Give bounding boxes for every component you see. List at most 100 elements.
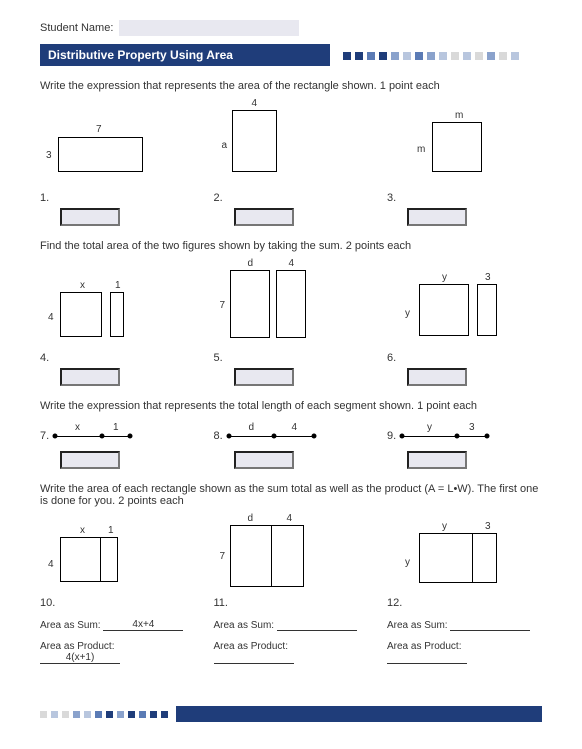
sum-label: Area as Sum: [40, 620, 101, 631]
section3-text: Write the expression that represents the… [40, 400, 542, 412]
dot-icon [53, 434, 58, 439]
q11-num: 11. [214, 597, 369, 609]
q1-rect [58, 137, 143, 172]
section3-row: 7. x 1 8. d 4 9. [40, 422, 542, 469]
q9-l1: y [427, 422, 432, 433]
q2-rect [232, 110, 277, 172]
q6-cell: y 3 y 6. [387, 262, 542, 386]
q4-top1: x [80, 280, 85, 291]
q5-top2: 4 [289, 258, 295, 269]
q7-l2: 1 [113, 422, 119, 433]
q2-cell: 4 a 2. [214, 102, 369, 226]
q11-rect [230, 525, 304, 587]
q10-rect [60, 537, 118, 582]
dot-icon [100, 434, 105, 439]
q4-rect2 [110, 292, 124, 337]
sum-label: Area as Sum: [387, 620, 448, 631]
q5-top1: d [248, 258, 254, 269]
prod-label: Area as Product: [214, 641, 288, 652]
q11-top1: d [248, 513, 254, 524]
q10-left: 4 [48, 559, 54, 570]
q5-answer[interactable] [234, 368, 294, 386]
q6-answer[interactable] [407, 368, 467, 386]
q10-top1: x [80, 525, 85, 536]
dot-icon [455, 434, 460, 439]
q4-left: 4 [48, 312, 54, 323]
title-bar: Distributive Property Using Area [40, 44, 330, 66]
q8-answer[interactable] [234, 451, 294, 469]
q6-rect2 [477, 284, 497, 336]
q9-line [402, 436, 487, 437]
sum-label: Area as Sum: [214, 620, 275, 631]
q10-cell: x 1 4 10. Area as Sum: 4x+4 Area as Prod… [40, 517, 195, 664]
q5-left: 7 [220, 300, 226, 311]
prod-label: Area as Product: [40, 641, 114, 652]
dot-icon [226, 434, 231, 439]
q11-sum[interactable] [277, 619, 357, 631]
q4-answer[interactable] [60, 368, 120, 386]
q12-num: 12. [387, 597, 542, 609]
q7-cell: 7. x 1 [40, 422, 195, 469]
q8-cell: 8. d 4 [214, 422, 369, 469]
q12-prod[interactable] [387, 652, 467, 664]
student-name-input[interactable] [119, 20, 299, 36]
q2-answer[interactable] [234, 208, 294, 226]
q8-l1: d [249, 422, 255, 433]
q8-l2: 4 [292, 422, 298, 433]
q9-answer[interactable] [407, 451, 467, 469]
q4-rect1 [60, 292, 102, 337]
q4-cell: x 1 4 4. [40, 262, 195, 386]
q4-top2: 1 [115, 280, 121, 291]
q3-num: 3. [387, 192, 542, 204]
dot-icon [485, 434, 490, 439]
q6-num: 6. [387, 352, 542, 364]
q10-sum: 4x+4 [103, 619, 183, 631]
q12-rect [419, 533, 497, 583]
q10-num: 10. [40, 597, 195, 609]
prod-label: Area as Product: [387, 641, 461, 652]
q7-line [55, 436, 130, 437]
q1-answer[interactable] [60, 208, 120, 226]
q7-num: 7. [40, 430, 49, 442]
q12-left: y [405, 557, 410, 568]
q10-top2: 1 [108, 525, 114, 536]
q11-divider [271, 525, 272, 587]
q5-rect1 [230, 270, 270, 338]
q1-cell: 7 3 1. [40, 102, 195, 226]
q12-divider [472, 533, 473, 583]
q3-answer[interactable] [407, 208, 467, 226]
deco-squares-footer [40, 711, 168, 718]
section2-row: x 1 4 4. d 4 7 5. y 3 y [40, 262, 542, 386]
q5-rect2 [276, 270, 306, 338]
section4-text: Write the area of each rectangle shown a… [40, 483, 542, 507]
q4-num: 4. [40, 352, 195, 364]
q11-prod[interactable] [214, 652, 294, 664]
student-name-label: Student Name: [40, 22, 113, 34]
q3-left-label: m [417, 144, 425, 155]
dot-icon [400, 434, 405, 439]
q5-num: 5. [214, 352, 369, 364]
q11-cell: d 4 7 11. Area as Sum: Area as Product: [214, 517, 369, 664]
q11-top2: 4 [287, 513, 293, 524]
section1-text: Write the expression that represents the… [40, 80, 542, 92]
q6-top1: y [442, 272, 447, 283]
q7-l1: x [75, 422, 80, 433]
q7-answer[interactable] [60, 451, 120, 469]
q12-cell: y 3 y 12. Area as Sum: Area as Product: [387, 517, 542, 664]
dot-icon [311, 434, 316, 439]
q6-left: y [405, 308, 410, 319]
section1-row: 7 3 1. 4 a 2. m m 3. [40, 102, 542, 226]
q6-rect1 [419, 284, 469, 336]
q2-num: 2. [214, 192, 369, 204]
q9-cell: 9. y 3 [387, 422, 542, 469]
q1-left-label: 3 [46, 150, 52, 161]
footer [40, 704, 542, 724]
q2-top-label: 4 [252, 98, 258, 109]
q12-sum[interactable] [450, 619, 530, 631]
dot-icon [271, 434, 276, 439]
q2-left-label: a [222, 140, 228, 151]
section4-row: x 1 4 10. Area as Sum: 4x+4 Area as Prod… [40, 517, 542, 664]
q5-cell: d 4 7 5. [214, 262, 369, 386]
q11-left: 7 [220, 551, 226, 562]
name-row: Student Name: [40, 20, 542, 36]
